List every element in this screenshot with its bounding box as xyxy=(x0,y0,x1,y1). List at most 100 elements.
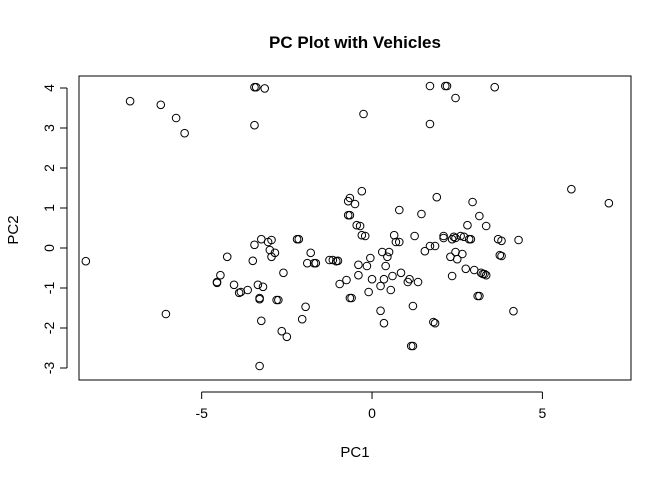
data-point xyxy=(396,268,406,278)
data-point xyxy=(497,236,506,246)
y-tick-label: 4 xyxy=(41,84,57,92)
data-point xyxy=(406,341,416,351)
data-point xyxy=(442,81,452,91)
x-tick-label: 0 xyxy=(368,405,376,421)
data-point xyxy=(391,237,401,247)
data-point xyxy=(567,184,576,194)
data-point xyxy=(325,255,334,265)
data-point xyxy=(383,252,392,262)
data-point xyxy=(367,274,377,284)
data-point xyxy=(311,258,321,268)
data-point xyxy=(212,277,222,287)
data-point xyxy=(267,235,276,245)
x-tick-label: -5 xyxy=(195,405,208,421)
data-point xyxy=(255,361,264,371)
data-point xyxy=(425,119,435,129)
data-point xyxy=(430,241,440,251)
data-point xyxy=(302,258,312,268)
data-point xyxy=(481,221,491,231)
data-point xyxy=(381,261,390,271)
data-point xyxy=(394,205,404,215)
data-point xyxy=(451,233,460,243)
data-point xyxy=(463,220,472,230)
data-point xyxy=(379,274,389,284)
data-points xyxy=(81,81,614,371)
data-point xyxy=(81,256,91,266)
y-axis: -3 -2 -1 0 1 2 3 4 xyxy=(41,84,68,375)
data-point xyxy=(475,291,484,301)
data-point xyxy=(461,264,471,274)
data-point xyxy=(357,230,367,240)
data-point xyxy=(253,280,263,290)
data-point xyxy=(279,268,288,278)
data-point xyxy=(425,241,435,251)
data-point xyxy=(490,82,500,92)
data-point xyxy=(156,100,166,110)
data-point xyxy=(306,248,316,258)
data-point xyxy=(366,253,375,263)
data-point xyxy=(480,269,489,279)
data-point xyxy=(274,295,283,305)
data-point xyxy=(248,256,258,266)
data-point xyxy=(260,84,270,93)
data-point xyxy=(376,306,385,316)
data-point xyxy=(403,277,413,287)
data-point xyxy=(514,235,523,245)
data-point xyxy=(355,221,365,231)
x-axis: -5 0 5 xyxy=(195,391,547,421)
data-point xyxy=(509,306,518,316)
data-point xyxy=(294,234,304,244)
data-point xyxy=(347,293,356,303)
y-tick-label: 2 xyxy=(41,164,57,172)
data-point xyxy=(473,291,482,301)
data-point xyxy=(354,270,363,280)
data-point xyxy=(270,248,280,258)
data-point xyxy=(272,295,281,305)
data-point xyxy=(335,279,344,289)
data-point xyxy=(468,197,477,207)
data-point xyxy=(256,316,266,326)
data-point xyxy=(359,109,368,119)
data-point xyxy=(408,341,418,351)
data-point xyxy=(343,210,353,220)
data-point xyxy=(277,326,287,336)
y-tick-label: -3 xyxy=(41,362,57,375)
data-point xyxy=(255,293,264,303)
data-point xyxy=(386,285,396,295)
data-point xyxy=(417,209,426,219)
data-point xyxy=(345,293,355,303)
data-point xyxy=(432,192,442,202)
data-point xyxy=(282,332,292,342)
data-point xyxy=(456,231,465,241)
data-point xyxy=(229,280,239,290)
data-point xyxy=(420,246,430,256)
data-point xyxy=(439,233,448,243)
data-point xyxy=(258,282,268,292)
data-point xyxy=(301,302,310,312)
chart-title: PC Plot with Vehicles xyxy=(269,33,441,52)
data-point xyxy=(394,237,404,247)
data-point xyxy=(388,271,397,281)
data-point xyxy=(250,240,259,250)
data-point xyxy=(222,252,232,262)
data-point xyxy=(481,270,491,280)
data-point xyxy=(449,232,459,242)
data-point xyxy=(345,210,355,220)
x-tick-label: 5 xyxy=(539,405,547,421)
data-point xyxy=(360,231,370,241)
data-point xyxy=(350,199,360,209)
y-tick-label: 1 xyxy=(41,204,57,212)
data-point xyxy=(413,277,423,287)
data-point xyxy=(251,82,261,92)
data-point xyxy=(362,261,372,271)
data-point xyxy=(180,128,189,138)
y-tick-label: 0 xyxy=(41,244,57,252)
y-tick-label: -2 xyxy=(41,322,57,335)
data-point xyxy=(408,301,418,311)
data-point xyxy=(364,287,373,297)
data-point xyxy=(376,281,385,291)
plot-frame xyxy=(78,75,632,381)
data-point xyxy=(352,220,362,230)
data-point xyxy=(250,120,259,130)
